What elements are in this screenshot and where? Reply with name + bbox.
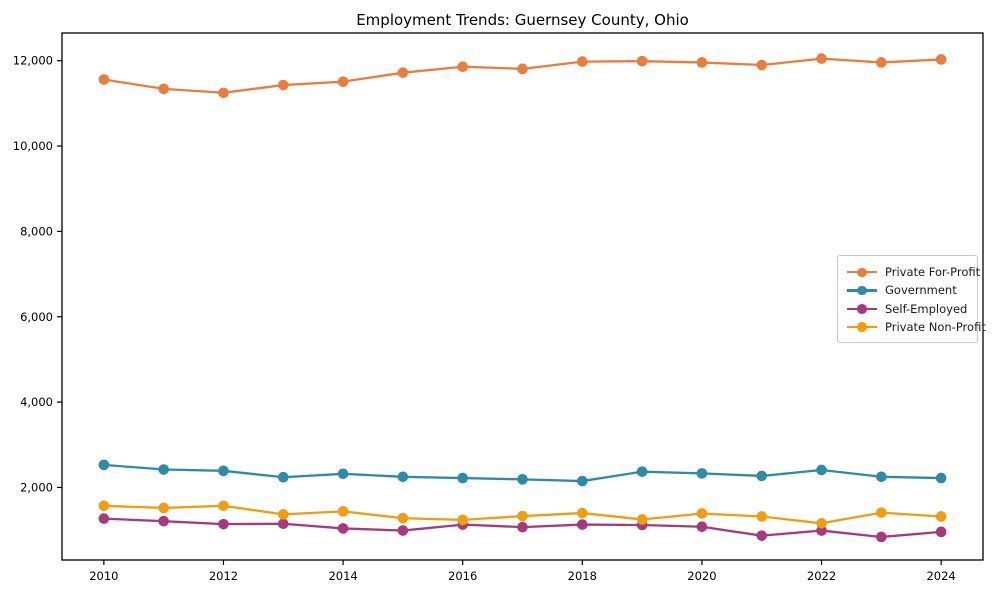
data-point-private-non-profit	[98, 500, 110, 512]
data-point-government	[577, 475, 588, 487]
x-tick-label: 2022	[807, 569, 836, 583]
data-point-self-employed	[935, 526, 947, 538]
legend-label: Self-Employed	[885, 301, 968, 316]
data-point-private-non-profit	[876, 507, 887, 518]
x-tick-label: 2018	[568, 569, 597, 583]
plot-frame	[61, 32, 984, 561]
data-point-private-non-profit	[277, 509, 289, 520]
data-point-private-non-profit	[756, 511, 768, 522]
y-tick-label: 8,000	[20, 224, 53, 238]
legend-label: Private For-Profit	[885, 265, 981, 279]
data-point-private-non-profit	[158, 502, 169, 514]
data-point-private-for-profit	[277, 79, 289, 91]
legend-item-private-for-profit: Private For-Profit	[847, 263, 980, 281]
data-point-government	[876, 471, 887, 483]
legend-item-government: Government	[847, 281, 969, 299]
y-tick-label: 10,000	[13, 139, 53, 153]
data-point-government	[397, 471, 409, 483]
data-point-private-non-profit	[457, 514, 468, 526]
legend-marker-icon	[847, 266, 877, 278]
data-point-government	[218, 465, 229, 477]
data-point-government	[277, 471, 289, 483]
data-point-self-employed	[577, 519, 588, 530]
data-point-government	[816, 464, 827, 476]
data-point-private-non-profit	[517, 510, 528, 522]
data-point-self-employed	[816, 525, 827, 536]
data-point-private-for-profit	[935, 54, 947, 65]
x-tick-label: 2016	[448, 569, 477, 583]
data-point-government	[517, 474, 528, 485]
data-point-private-for-profit	[876, 57, 887, 68]
legend-item-self-employed: Self-Employed	[847, 300, 969, 318]
data-point-self-employed	[218, 518, 229, 530]
x-tick-label: 2010	[89, 569, 118, 583]
data-point-self-employed	[756, 530, 768, 541]
data-point-government	[337, 468, 349, 480]
data-point-private-non-profit	[696, 508, 708, 519]
data-point-self-employed	[98, 513, 110, 524]
data-point-self-employed	[337, 523, 349, 534]
data-point-private-non-profit	[337, 506, 349, 517]
data-point-private-for-profit	[397, 67, 409, 78]
data-point-private-for-profit	[696, 57, 708, 68]
data-point-government	[457, 472, 468, 484]
data-point-government	[636, 466, 648, 477]
data-point-private-non-profit	[636, 514, 648, 525]
y-tick-label: 6,000	[20, 310, 53, 324]
data-point-private-non-profit	[218, 500, 229, 512]
data-point-private-for-profit	[636, 55, 648, 67]
x-tick-label: 2020	[687, 569, 716, 583]
data-point-government	[98, 459, 110, 471]
data-point-private-for-profit	[816, 53, 827, 64]
data-point-self-employed	[158, 515, 169, 527]
x-tick-label: 2014	[328, 569, 357, 583]
data-point-self-employed	[517, 521, 528, 533]
x-tick-label: 2024	[926, 569, 955, 583]
data-point-government	[756, 470, 768, 482]
y-tick-label: 4,000	[20, 395, 53, 409]
y-tick-label: 12,000	[13, 54, 53, 68]
chart-title: Employment Trends: Guernsey County, Ohio	[356, 11, 689, 29]
legend: Private For-Profit Government Self-Employe…	[837, 255, 986, 343]
data-point-self-employed	[876, 531, 887, 543]
data-point-government	[696, 468, 708, 479]
legend-label: Private Non-Profit	[885, 319, 986, 334]
data-point-self-employed	[397, 525, 409, 536]
legend-marker-icon	[847, 321, 877, 333]
data-point-private-non-profit	[816, 518, 827, 529]
legend-marker-icon	[847, 284, 877, 296]
legend-item-private-non-profit: Private Non-Profit	[847, 318, 986, 336]
y-tick-label: 2,000	[20, 480, 53, 494]
data-point-self-employed	[277, 518, 289, 530]
data-point-private-for-profit	[98, 74, 110, 85]
data-point-private-for-profit	[577, 56, 588, 67]
data-point-self-employed	[696, 521, 708, 533]
legend-label: Government	[885, 283, 957, 298]
data-point-private-for-profit	[517, 63, 528, 75]
data-point-private-for-profit	[756, 59, 768, 71]
data-point-private-for-profit	[158, 83, 169, 95]
data-point-private-for-profit	[457, 61, 468, 73]
data-point-private-non-profit	[397, 512, 409, 524]
legend-marker-icon	[847, 303, 877, 315]
data-point-private-non-profit	[577, 507, 588, 519]
data-point-private-for-profit	[218, 87, 229, 99]
data-point-government	[935, 472, 947, 484]
data-point-private-for-profit	[337, 76, 349, 87]
data-point-private-non-profit	[935, 511, 947, 522]
data-point-government	[158, 464, 169, 475]
x-tick-label: 2012	[209, 569, 238, 583]
